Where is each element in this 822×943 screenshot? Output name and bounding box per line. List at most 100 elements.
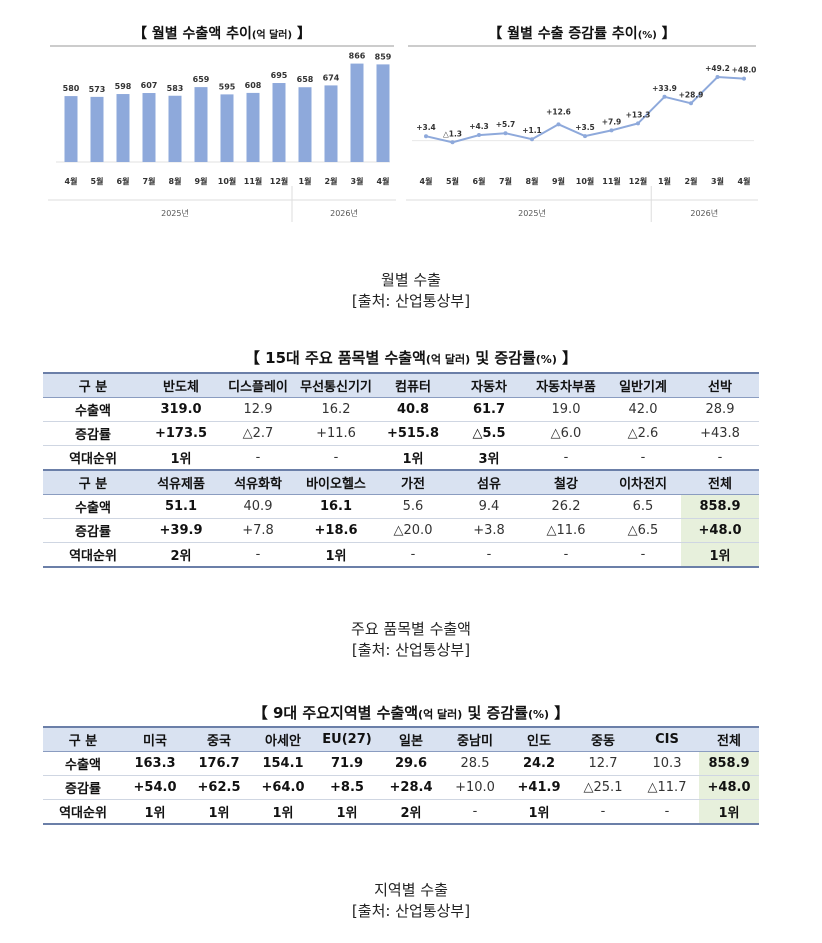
table-cell: - bbox=[527, 445, 605, 471]
line-point bbox=[609, 128, 614, 133]
table-cell: 40.8 bbox=[375, 397, 451, 422]
line-point bbox=[450, 140, 455, 145]
line-month-label: 12월 bbox=[629, 176, 648, 186]
table-header-cell: 자동차부품 bbox=[527, 372, 605, 398]
table-cell: - bbox=[681, 445, 759, 471]
bar-mark bbox=[90, 96, 104, 162]
bar-year-label: 2026년 bbox=[330, 208, 358, 218]
table-cell: 12.7 bbox=[571, 751, 635, 776]
bar-value-label: 659 bbox=[193, 75, 210, 84]
table-header-cell: CIS bbox=[635, 726, 699, 752]
line-month-label: 9월 bbox=[552, 176, 565, 186]
bar-mark bbox=[324, 85, 338, 162]
line-chart-title: 【 월별 수출 증감률 추이(%) 】 bbox=[488, 25, 675, 42]
line-month-label: 4월 bbox=[420, 176, 433, 186]
table-cell: +3.8 bbox=[451, 518, 527, 543]
regions-caption-source: [출처: 산업통상부] bbox=[351, 902, 471, 920]
line-year-label: 2026년 bbox=[690, 208, 718, 218]
monthly-growth-chart: 【 월별 수출 증감률 추이(%) 】 +3.4 4월 △1.3 5월 +4.3 6월 +5.… bbox=[404, 22, 760, 230]
table-cell: 1위 bbox=[143, 445, 219, 471]
bar-month-label: 1월 bbox=[299, 176, 312, 186]
bar-month-label: 10월 bbox=[218, 176, 237, 186]
table-cell: 1위 bbox=[681, 542, 759, 568]
line-value-label: +33.9 bbox=[652, 84, 677, 93]
table-cell: 61.7 bbox=[451, 397, 527, 422]
table-header-cell: 이차전지 bbox=[605, 469, 681, 495]
table-cell: +18.6 bbox=[297, 518, 375, 543]
table-cell: 2위 bbox=[143, 542, 219, 568]
table-cell: 163.3 bbox=[123, 751, 187, 776]
table-cell: - bbox=[375, 542, 451, 568]
line-point bbox=[636, 121, 640, 126]
table-cell: - bbox=[443, 799, 507, 825]
table-row: 구 분 석유제품 석유화학 바이오헬스 가전 섬유 철강 이차전지 전체 bbox=[43, 469, 759, 495]
bar-value-label: 866 bbox=[349, 52, 366, 61]
line-value-label: +5.7 bbox=[496, 120, 516, 129]
bar-value-label: 607 bbox=[141, 81, 158, 90]
bar-mark bbox=[194, 87, 208, 162]
table-cell: △6.0 bbox=[527, 421, 605, 446]
table-header-cell: 섬유 bbox=[451, 469, 527, 495]
line-value-label: +48.0 bbox=[732, 66, 757, 75]
line-point bbox=[503, 131, 508, 136]
line-point bbox=[689, 101, 693, 106]
table-header-cell: 바이오헬스 bbox=[297, 469, 375, 495]
table-cell: 42.0 bbox=[605, 397, 681, 422]
table-cell: 858.9 bbox=[681, 494, 759, 519]
line-value-label: +3.5 bbox=[575, 123, 595, 132]
table-header-cell: 컴퓨터 bbox=[375, 372, 451, 398]
bar-year-label: 2025년 bbox=[161, 208, 189, 218]
line-value-label: +1.1 bbox=[522, 126, 542, 135]
table-cell: - bbox=[297, 445, 375, 471]
bar-mark bbox=[168, 95, 182, 162]
line-value-label: +13.3 bbox=[626, 110, 651, 119]
bar-month-label: 12월 bbox=[270, 176, 289, 186]
table-cell: - bbox=[451, 542, 527, 568]
table-row-label: 증감률 bbox=[43, 775, 123, 800]
table-cell: 1위 bbox=[699, 799, 759, 825]
table-cell: △11.7 bbox=[635, 775, 699, 800]
bar-mark bbox=[298, 87, 312, 162]
table-header-cell: 중동 bbox=[571, 726, 635, 752]
monthly-caption-source: [출처: 산업통상부] bbox=[351, 292, 471, 310]
bar-month-label: 7월 bbox=[143, 176, 156, 186]
table-header-cell: 석유제품 bbox=[143, 469, 219, 495]
items-caption: 주요 품목별 수출액 [출처: 산업통상부] bbox=[0, 619, 822, 661]
table-cell: 858.9 bbox=[699, 751, 759, 776]
table-cell: 319.0 bbox=[143, 397, 219, 422]
item-table-title-close: 】 bbox=[556, 349, 578, 367]
region-table-title: 【 9대 주요지역별 수출액(억 달러) 및 증감률(%) 】 bbox=[0, 702, 822, 723]
table-header-cell: 인도 bbox=[507, 726, 571, 752]
monthly-caption-title: 월별 수출 bbox=[381, 271, 441, 289]
table-cell: +41.9 bbox=[507, 775, 571, 800]
items-caption-source: [출처: 산업통상부] bbox=[351, 641, 471, 659]
bar-value-label: 595 bbox=[219, 82, 236, 91]
table-header-cell: 전체 bbox=[699, 726, 759, 752]
line-value-label: △1.3 bbox=[443, 129, 462, 138]
line-month-label: 7월 bbox=[499, 176, 512, 186]
table-cell: 5.6 bbox=[375, 494, 451, 519]
table-cell: +8.5 bbox=[315, 775, 379, 800]
line-point bbox=[715, 75, 720, 80]
table-header-cell: 미국 bbox=[123, 726, 187, 752]
table-row: 역대순위 1위 - -1위 3위 - - - bbox=[43, 445, 759, 471]
table-row: 증감률 +173.5 △2.7 +11.6 +515.8 △5.5 △6.0 △2.6 +43.… bbox=[43, 421, 759, 446]
table-cell: 2위 bbox=[379, 799, 443, 825]
bar-month-label: 2월 bbox=[325, 176, 338, 186]
table-cell: 16.1 bbox=[297, 494, 375, 519]
table-row-label: 수출액 bbox=[43, 751, 123, 776]
bar-value-label: 573 bbox=[89, 85, 106, 94]
table-cell: 29.6 bbox=[379, 751, 443, 776]
bar-month-label: 4월 bbox=[377, 176, 390, 186]
table-cell: △11.6 bbox=[527, 518, 605, 543]
table-header-cell: 구 분 bbox=[43, 726, 123, 752]
item-table-unit2: (%) bbox=[535, 353, 557, 366]
line-month-label: 11월 bbox=[602, 176, 621, 186]
table-cell: 71.9 bbox=[315, 751, 379, 776]
line-value-label: +4.3 bbox=[469, 122, 489, 131]
line-point bbox=[556, 122, 561, 127]
bar-chart-title-unit: (억 달러) bbox=[252, 28, 292, 41]
bar-value-label: 608 bbox=[245, 81, 262, 90]
table-header-cell: 가전 bbox=[375, 469, 451, 495]
table-cell: +48.0 bbox=[681, 518, 759, 543]
